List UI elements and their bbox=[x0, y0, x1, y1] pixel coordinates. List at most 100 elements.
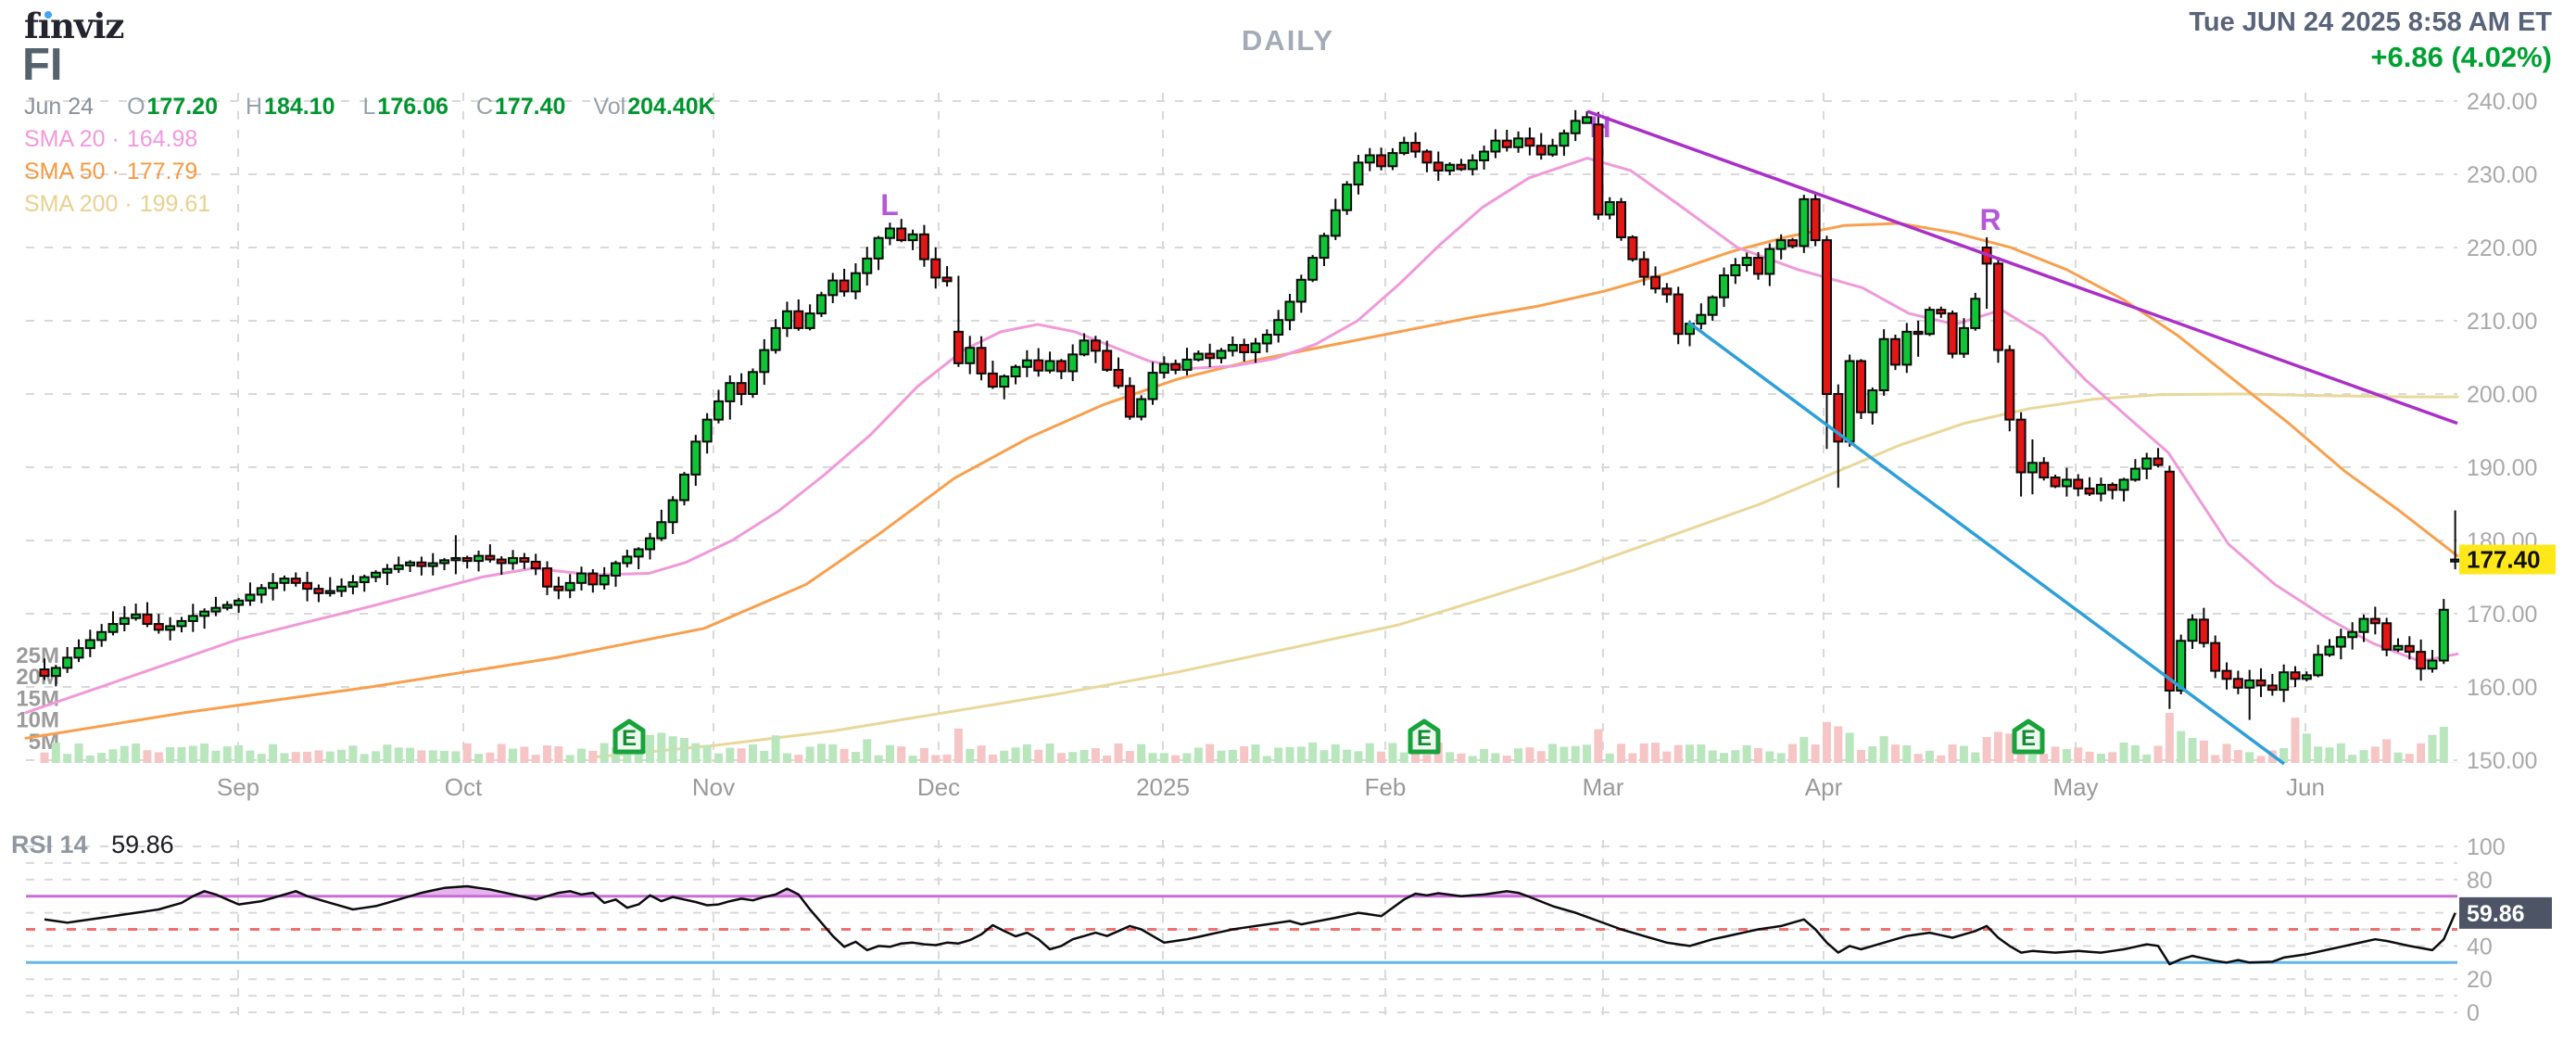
candle-body[interactable] bbox=[256, 587, 267, 596]
candle-body[interactable] bbox=[324, 590, 335, 594]
candle-body[interactable] bbox=[2050, 477, 2061, 488]
candle-body[interactable] bbox=[1067, 353, 1079, 373]
candle-body[interactable] bbox=[1490, 139, 1501, 153]
candle-body[interactable] bbox=[1570, 120, 1581, 134]
candle-body[interactable] bbox=[2404, 644, 2415, 654]
candle-body[interactable] bbox=[119, 616, 130, 626]
candle-body[interactable] bbox=[234, 599, 245, 606]
candle-body[interactable] bbox=[1421, 150, 1433, 164]
candle-body[interactable] bbox=[245, 593, 256, 602]
candle-body[interactable] bbox=[176, 619, 187, 628]
candle-body[interactable] bbox=[84, 639, 95, 650]
candle-body[interactable] bbox=[1021, 359, 1032, 368]
candle-body[interactable] bbox=[1136, 398, 1147, 418]
candle-body[interactable] bbox=[1924, 309, 1935, 336]
candle-body[interactable] bbox=[701, 418, 713, 443]
candle-body[interactable] bbox=[1901, 330, 1913, 366]
candle-body[interactable] bbox=[485, 554, 496, 561]
candle-body[interactable] bbox=[587, 572, 599, 586]
candle-body[interactable] bbox=[1958, 326, 1969, 355]
candle-body[interactable] bbox=[1855, 360, 1866, 413]
candle-body[interactable] bbox=[1787, 239, 1798, 248]
candle-body[interactable] bbox=[976, 347, 987, 375]
candle-body[interactable] bbox=[1524, 137, 1535, 147]
candle-body[interactable] bbox=[2324, 645, 2335, 656]
candle-body[interactable] bbox=[1970, 298, 1981, 329]
candle-body[interactable] bbox=[210, 606, 221, 613]
candle-body[interactable] bbox=[2381, 622, 2393, 651]
candle-body[interactable] bbox=[2004, 349, 2015, 421]
candle-body[interactable] bbox=[474, 554, 485, 563]
candle-body[interactable] bbox=[1102, 349, 1113, 371]
candle-body[interactable] bbox=[1593, 123, 1604, 216]
candle-body[interactable] bbox=[1376, 154, 1387, 168]
candle-body[interactable] bbox=[736, 382, 747, 395]
candle-body[interactable] bbox=[2335, 636, 2346, 648]
candle-body[interactable] bbox=[2301, 674, 2312, 680]
candle-body[interactable] bbox=[1775, 239, 1787, 250]
candle-body[interactable] bbox=[1799, 197, 1810, 248]
candle-body[interactable] bbox=[1604, 201, 1615, 216]
candle-body[interactable] bbox=[2255, 679, 2267, 687]
candle-body[interactable] bbox=[2084, 487, 2095, 495]
candle-body[interactable] bbox=[336, 585, 347, 592]
candle-body[interactable] bbox=[1170, 362, 1181, 371]
candle-body[interactable] bbox=[461, 556, 473, 563]
candle-body[interactable] bbox=[2015, 418, 2027, 474]
candle-body[interactable] bbox=[1810, 197, 1821, 242]
candle-body[interactable] bbox=[564, 581, 575, 591]
candle-body[interactable] bbox=[999, 375, 1010, 388]
candle-body[interactable] bbox=[815, 294, 827, 315]
candle-body[interactable] bbox=[2061, 478, 2072, 488]
candle-body[interactable] bbox=[199, 610, 210, 617]
candle-body[interactable] bbox=[1239, 344, 1250, 353]
candle-body[interactable] bbox=[1696, 313, 1707, 325]
candle-body[interactable] bbox=[2198, 618, 2209, 644]
candle-body[interactable] bbox=[644, 537, 655, 551]
candle-body[interactable] bbox=[1878, 337, 1889, 392]
candle-body[interactable] bbox=[1936, 309, 1947, 315]
candle-body[interactable] bbox=[1342, 184, 1353, 211]
candle-body[interactable] bbox=[1227, 344, 1238, 352]
candle-body[interactable] bbox=[987, 372, 998, 388]
candle-body[interactable] bbox=[1889, 337, 1900, 366]
candle-body[interactable] bbox=[439, 559, 450, 565]
earnings-badge[interactable]: E bbox=[2012, 718, 2045, 755]
earnings-badge[interactable]: E bbox=[612, 718, 646, 755]
candle-body[interactable] bbox=[313, 588, 324, 594]
candle-body[interactable] bbox=[131, 613, 142, 619]
candle-body[interactable] bbox=[1730, 263, 1741, 277]
candle-body[interactable] bbox=[2427, 659, 2438, 670]
candle-body[interactable] bbox=[62, 656, 73, 669]
candle-body[interactable] bbox=[519, 556, 530, 563]
candle-body[interactable] bbox=[2129, 467, 2140, 481]
candle-body[interactable] bbox=[2347, 630, 2358, 639]
candle-body[interactable] bbox=[142, 613, 153, 626]
candle-body[interactable] bbox=[576, 572, 587, 584]
candlesticks[interactable] bbox=[39, 109, 2461, 720]
candle-body[interactable] bbox=[427, 562, 438, 567]
candle-body[interactable] bbox=[1992, 262, 2003, 351]
volume-bars[interactable] bbox=[40, 713, 2460, 763]
candle-body[interactable] bbox=[599, 574, 610, 586]
candle-body[interactable] bbox=[1947, 312, 1958, 355]
candle-body[interactable] bbox=[1559, 132, 1570, 147]
candle-body[interactable] bbox=[1719, 274, 1730, 299]
candle-body[interactable] bbox=[918, 233, 929, 260]
candle-body[interactable] bbox=[290, 578, 301, 584]
candle-body[interactable] bbox=[1353, 161, 1364, 186]
candle-body[interactable] bbox=[656, 521, 667, 540]
candle-body[interactable] bbox=[371, 571, 382, 578]
candle-body[interactable] bbox=[1193, 352, 1204, 361]
candle-body[interactable] bbox=[2141, 457, 2153, 470]
earnings-badge[interactable]: E bbox=[1408, 718, 1441, 755]
candle-body[interactable] bbox=[268, 581, 279, 590]
candle-body[interactable] bbox=[1055, 360, 1067, 373]
candle-body[interactable] bbox=[1147, 372, 1158, 400]
candle-body[interactable] bbox=[2416, 651, 2427, 670]
candle-body[interactable] bbox=[2279, 671, 2290, 692]
candle-body[interactable] bbox=[1295, 278, 1307, 303]
candle-body[interactable] bbox=[450, 556, 461, 562]
candle-body[interactable] bbox=[279, 578, 290, 584]
